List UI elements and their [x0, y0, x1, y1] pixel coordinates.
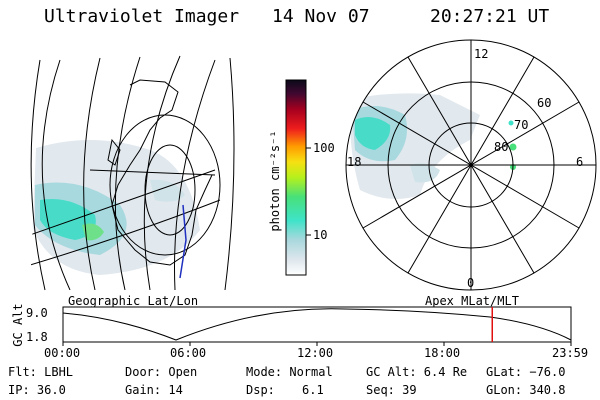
- gc-alt-info: GC Alt: 6.4 Re: [366, 365, 468, 379]
- polar-lat-label: 60: [537, 96, 552, 110]
- map-grid-ring: [144, 144, 196, 236]
- gain-info: Gain: 14: [125, 383, 183, 397]
- coastline: [107, 138, 121, 166]
- colorbar-gradient: [285, 79, 307, 276]
- altitude-xtick: 06:00: [170, 346, 207, 360]
- dsp-value: 6.1: [302, 383, 324, 397]
- coastline: [111, 79, 213, 266]
- mode-info: Mode: Normal: [246, 365, 333, 379]
- map-grid-line: [30, 199, 221, 266]
- time-label: 20:27:21 UT: [430, 6, 550, 27]
- emission-spot: [509, 143, 517, 151]
- polar-lat-label: 80: [494, 140, 509, 154]
- polar-lat-label: 70: [514, 118, 529, 132]
- left-map-caption: Geographic Lat/Lon: [68, 294, 199, 308]
- altitude-xtick: 12:00: [297, 346, 334, 360]
- emission-patch: [355, 116, 391, 150]
- polar-plot-caption: Apex MLat/MLT: [425, 294, 519, 308]
- map-grid-line: [41, 59, 71, 290]
- colorbar-tick-label: 10: [313, 228, 328, 242]
- emission-spot: [508, 120, 514, 126]
- altitude-ylabel: GC Alt: [11, 303, 25, 347]
- filter-info: Flt: LBHL: [8, 365, 74, 379]
- emission-patch: [410, 163, 440, 183]
- altitude-ytick: 1.8: [26, 330, 48, 344]
- door-info: Door: Open: [125, 365, 198, 379]
- polar-hour-label-top: 12: [474, 47, 489, 61]
- map-grid-line: [114, 56, 141, 290]
- map-frame: [30, 57, 235, 291]
- polar-hour-label-bottom: 0: [467, 276, 475, 290]
- map-grid-line: [89, 169, 216, 176]
- polar-spoke: [362, 101, 580, 229]
- dsp-label: Dsp:: [246, 383, 275, 397]
- map-grid-line: [83, 57, 101, 290]
- polar-hour-label-left: 18: [347, 155, 362, 169]
- instrument-title: Ultraviolet Imager: [44, 6, 240, 27]
- ip-info: IP: 36.0: [8, 383, 66, 397]
- altitude-xtick: 23:59: [552, 346, 589, 360]
- emission-patch: [150, 179, 185, 202]
- altitude-xtick: 18:00: [424, 346, 461, 360]
- coastline: [179, 204, 187, 279]
- altitude-curve: [62, 308, 572, 341]
- glon-info: GLon: 340.8: [486, 383, 566, 397]
- polar-hour-label-right: 6: [576, 155, 584, 169]
- glat-info: GLat: −76.0: [486, 365, 566, 379]
- emission-patch: [82, 223, 104, 241]
- altitude-ytick: 9.0: [26, 306, 48, 320]
- emission-patch: [40, 199, 96, 240]
- altitude-frame: [62, 306, 572, 343]
- colorbar-tick-label: 100: [313, 141, 335, 155]
- seq-info: Seq: 39: [366, 383, 417, 397]
- date-label: 14 Nov 07: [272, 6, 370, 27]
- altitude-xtick: 00:00: [44, 346, 81, 360]
